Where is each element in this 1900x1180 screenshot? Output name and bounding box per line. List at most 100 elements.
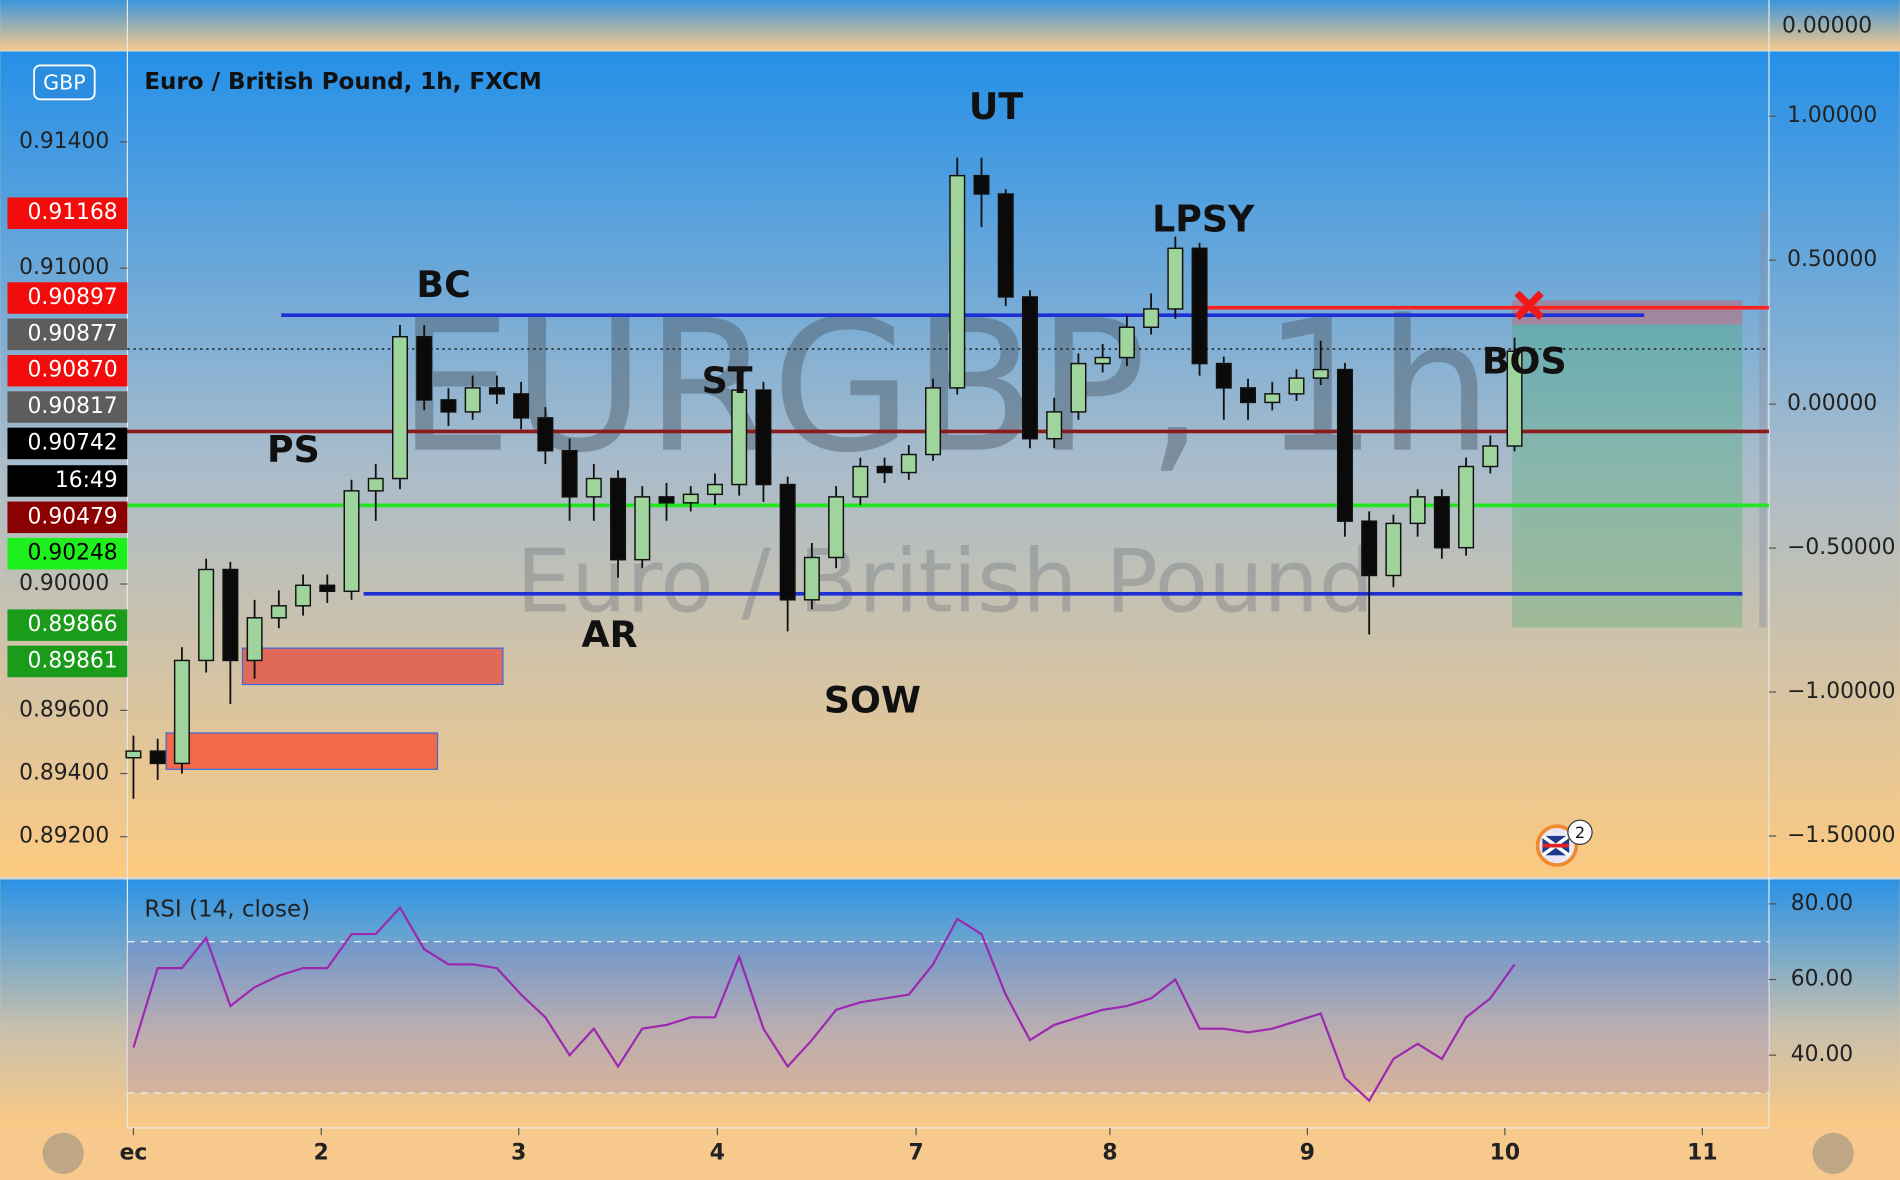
- price-tag: [7, 197, 128, 229]
- y-tick-label: 80.00: [1791, 891, 1853, 916]
- price-tag: [7, 465, 128, 497]
- candle-body: [1433, 496, 1450, 549]
- annotation: PS: [267, 428, 320, 471]
- candle-body: [1482, 445, 1499, 468]
- candle-body: [1409, 496, 1426, 525]
- candle-body: [731, 389, 748, 486]
- x-tick-label: 2: [314, 1140, 329, 1165]
- candle-body: [416, 335, 433, 401]
- price-tag: [7, 501, 128, 534]
- y-tick-label: 40.00: [1791, 1042, 1853, 1067]
- candle-body: [1118, 326, 1135, 359]
- price-tag: [7, 391, 128, 423]
- candle-body: [149, 750, 166, 765]
- y2-tick-label: 1.00000: [1787, 103, 1877, 128]
- annotation: UT: [969, 85, 1023, 128]
- rsi-line: [132, 905, 1516, 1103]
- x-tick-label: 11: [1687, 1140, 1717, 1165]
- x-tick-label: ec: [120, 1140, 148, 1165]
- loss-zone: [1512, 300, 1743, 325]
- candle-body: [367, 477, 384, 492]
- settings-button[interactable]: [1812, 1132, 1854, 1174]
- candle-body: [658, 496, 675, 504]
- price-tag: [7, 318, 128, 351]
- candle-body: [1070, 362, 1087, 413]
- candle-body: [343, 490, 360, 593]
- badge-box: [33, 64, 96, 101]
- price-tag: [7, 354, 128, 387]
- candle-body: [198, 568, 215, 662]
- price-tag: [7, 645, 128, 678]
- badge-text: GBP: [43, 71, 85, 95]
- candle-body: [295, 584, 312, 607]
- candle-body: [973, 174, 990, 195]
- x-tick-label: 7: [908, 1140, 923, 1165]
- candle-body: [319, 584, 336, 593]
- cross-stroke: [1514, 290, 1544, 320]
- price-tags: 0.91168 0.90897 0.90877 0.90870 0.90817 0.907…: [7, 197, 128, 678]
- candle-body: [925, 387, 942, 456]
- candle-body: [1046, 411, 1063, 440]
- order-block: [241, 647, 504, 686]
- candle-body: [682, 493, 699, 504]
- price-tag-label: 0.89861: [28, 648, 118, 673]
- profit-zone: [1512, 324, 1743, 628]
- candle-body: [755, 389, 772, 486]
- event-count: [1567, 819, 1593, 846]
- price-tag: [7, 537, 128, 570]
- y-tick-label: 0.89400: [19, 761, 109, 786]
- price-tag-label: 0.91168: [28, 200, 118, 225]
- time-axis: [0, 1127, 1900, 1180]
- candle-body: [1336, 368, 1353, 522]
- top-pane: [0, 0, 1900, 51]
- annotation: BOS: [1482, 339, 1567, 382]
- candle-body: [1094, 356, 1111, 365]
- annotation: ST: [702, 359, 753, 402]
- candle-body: [610, 477, 627, 561]
- candle-body: [270, 605, 287, 619]
- candle-body: [1240, 387, 1257, 404]
- x-tick-label: 10: [1490, 1140, 1520, 1165]
- price-tag: [7, 282, 128, 314]
- position-tool: [1512, 212, 1767, 628]
- candle-body: [997, 193, 1014, 298]
- candle-body: [1021, 296, 1038, 440]
- nav-button[interactable]: [42, 1132, 84, 1174]
- candle-body: [1458, 465, 1475, 549]
- candle-body: [852, 465, 869, 498]
- candle-body: [1361, 520, 1378, 577]
- price-tag: [7, 609, 128, 641]
- candle-body: [440, 399, 457, 413]
- y-tick-label: 0.89200: [19, 824, 109, 849]
- annotation: SOW: [824, 679, 921, 722]
- x-tick-label: 8: [1102, 1140, 1117, 1165]
- annotation: LPSY: [1152, 198, 1255, 241]
- currency-badge[interactable]: GBP: [33, 64, 96, 101]
- candle-body: [513, 393, 530, 419]
- candle-body: [1385, 522, 1402, 577]
- x-tick-label: 4: [710, 1140, 725, 1165]
- y2-tick-label: −1.00000: [1787, 679, 1895, 704]
- candle-body: [634, 496, 651, 561]
- candle-body: [779, 483, 796, 601]
- stop-marker: [1514, 290, 1544, 320]
- candle-body: [1288, 377, 1305, 395]
- candle-body: [391, 335, 408, 480]
- order-block: [165, 732, 439, 770]
- event-icon[interactable]: 2: [1535, 819, 1593, 867]
- candle-body: [537, 417, 554, 452]
- rsi-title: RSI (14, close): [144, 896, 310, 922]
- candle-body: [1506, 350, 1523, 447]
- rsi-pane: [0, 878, 1900, 1128]
- candle-body: [561, 450, 578, 498]
- y-tick-label: 0.91400: [19, 129, 109, 154]
- y2-tick-label: −0.50000: [1787, 535, 1895, 560]
- price-tag-label: 0.90897: [28, 285, 118, 310]
- candle-body: [1143, 308, 1160, 328]
- annotation: AR: [582, 613, 638, 656]
- annotation: BC: [416, 263, 470, 306]
- candle-body: [464, 387, 481, 413]
- position-bar: [1759, 212, 1767, 628]
